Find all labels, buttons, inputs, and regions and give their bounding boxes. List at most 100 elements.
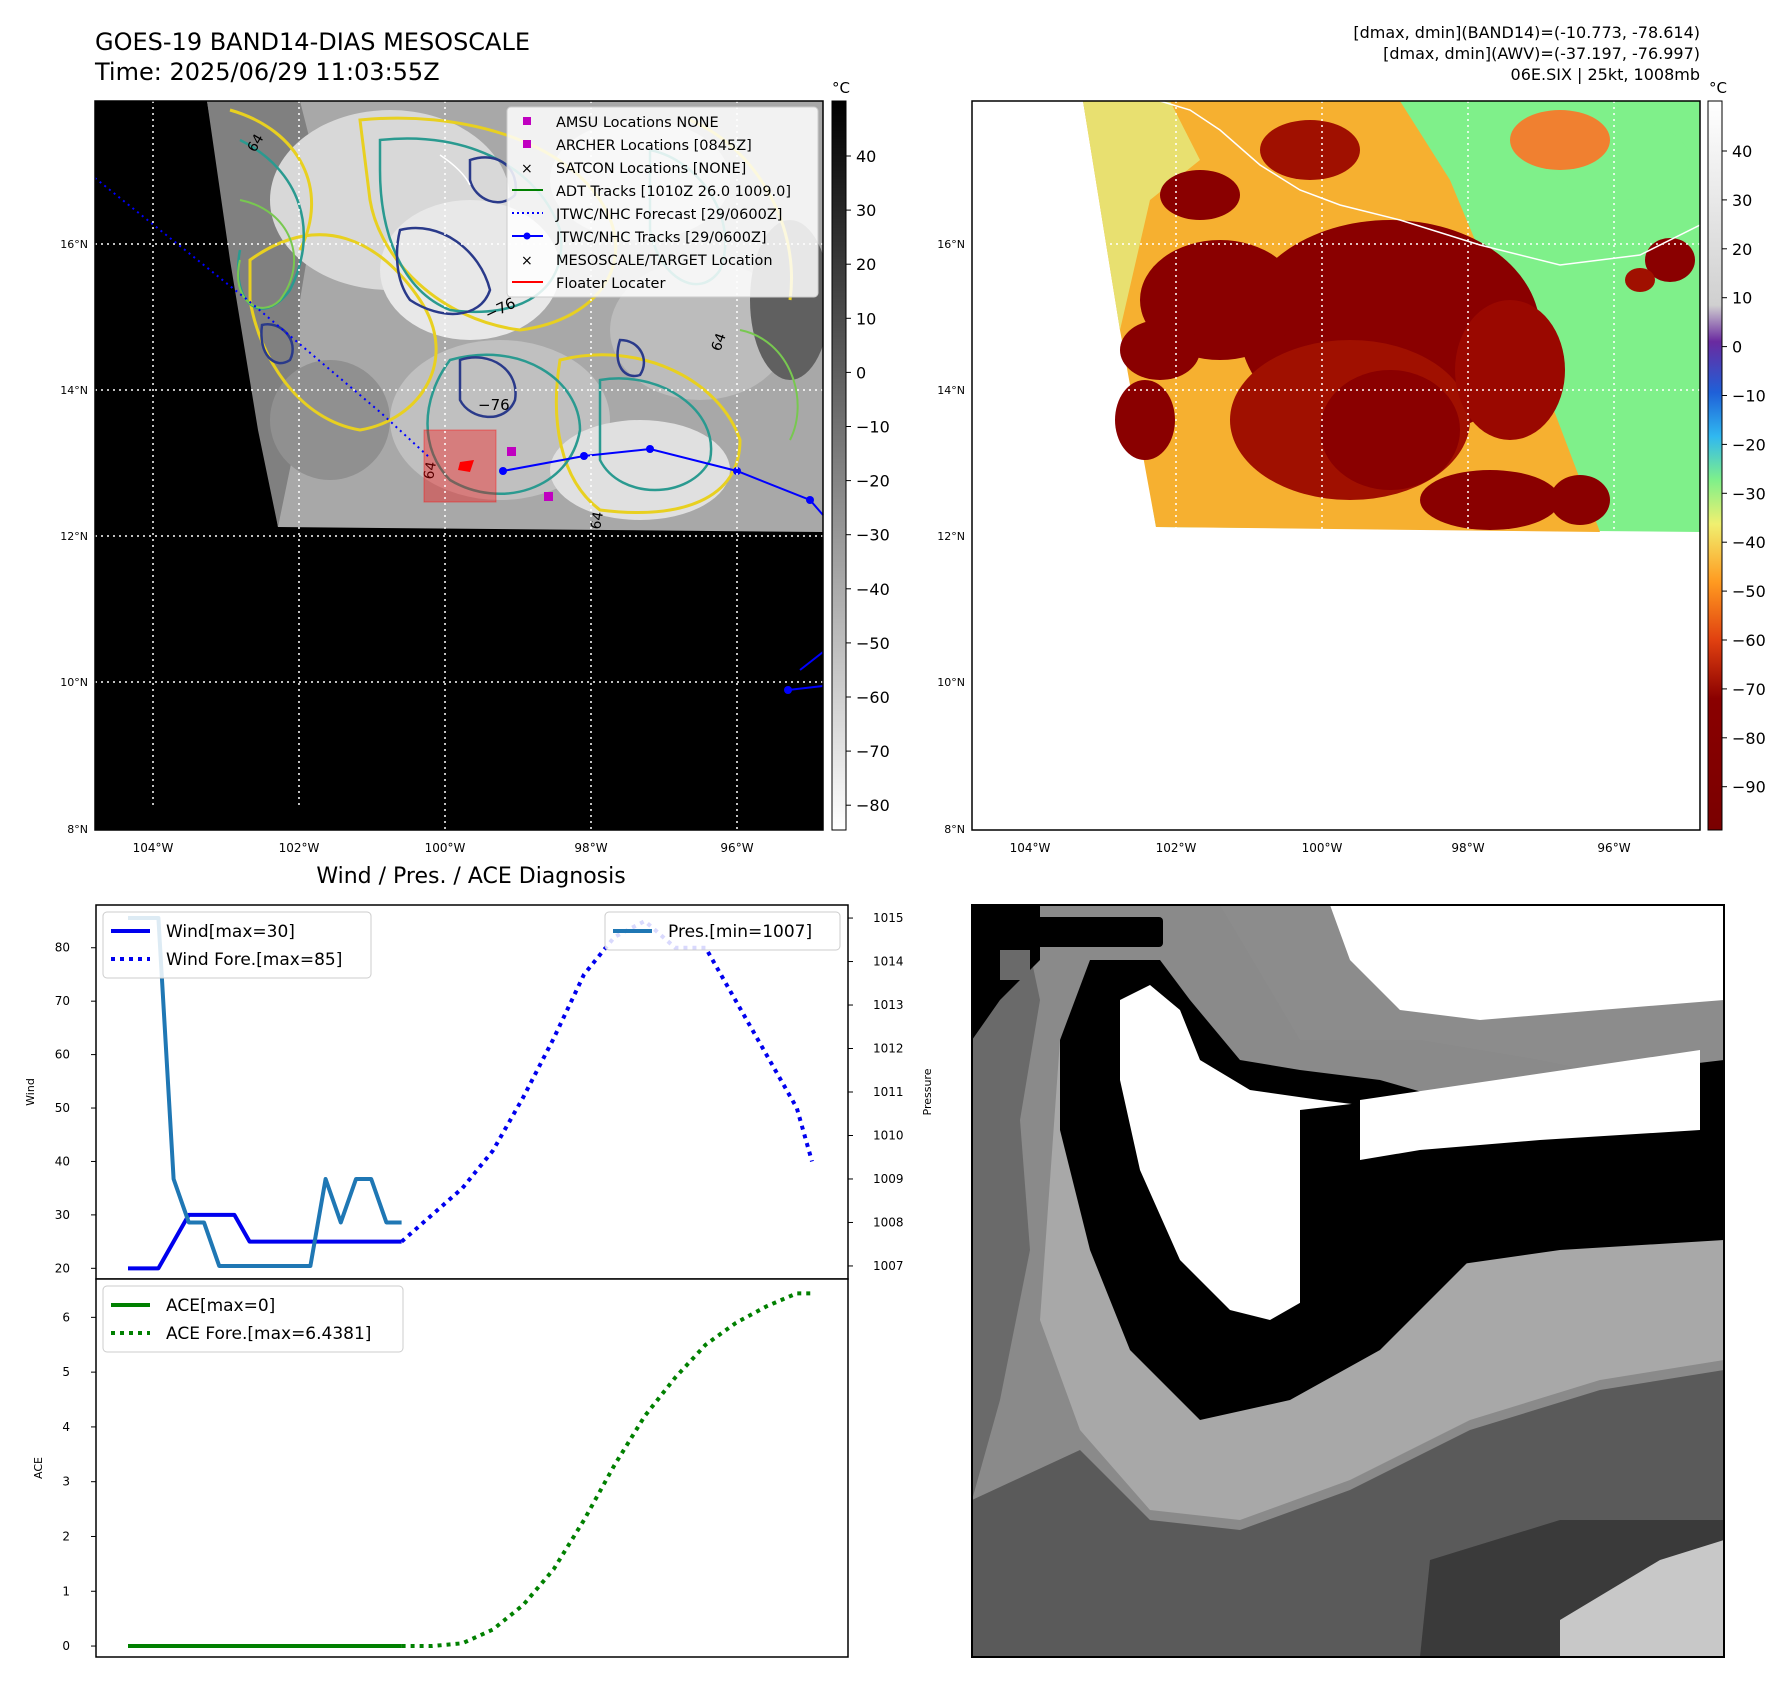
contour-label: 64 bbox=[588, 510, 607, 530]
archer-location-marker bbox=[507, 447, 516, 456]
colorbar-tick-label: −60 bbox=[856, 688, 890, 707]
figure-title: GOES-19 BAND14-DIAS MESOSCALE bbox=[95, 28, 530, 56]
colorbar-tick-label: 10 bbox=[856, 309, 876, 328]
lon-label: 100°W bbox=[425, 841, 466, 855]
pressure-tick-label: 1007 bbox=[873, 1259, 904, 1273]
legend-label: SATCON Locations [NONE] bbox=[556, 161, 746, 177]
pressure-tick-label: 1012 bbox=[873, 1042, 904, 1056]
jtwc-nhc-track-line-2 bbox=[787, 685, 824, 691]
legend-label: Wind[max=30] bbox=[166, 922, 295, 942]
ir-map-axes: 16°N 14°N 12°N 10°N 8°N 104°W 102°W 100°… bbox=[60, 238, 753, 855]
colorbar-tick-label: −20 bbox=[1732, 435, 1766, 454]
wmg-frame bbox=[971, 904, 1725, 1658]
colorbar-tick-label: −70 bbox=[856, 742, 890, 761]
contour-label: 64 bbox=[709, 331, 730, 353]
colorbar-tick-label: −80 bbox=[1732, 729, 1766, 748]
ace-tick-label: 1 bbox=[62, 1584, 70, 1598]
wind-tick-label: 40 bbox=[55, 1154, 70, 1168]
lat-label: 12°N bbox=[60, 530, 88, 543]
ace-tick-label: 4 bbox=[62, 1420, 70, 1434]
contour-label: −76 bbox=[478, 396, 510, 414]
track-point bbox=[499, 467, 507, 475]
track-point bbox=[733, 467, 741, 475]
pressure-tick-label: 1013 bbox=[873, 998, 904, 1012]
lon-label: 104°W bbox=[1010, 841, 1051, 855]
diagnosis-chart-title: Wind / Pres. / ACE Diagnosis bbox=[316, 864, 625, 889]
legend-x-marker: × bbox=[521, 161, 533, 177]
wind-legend-box bbox=[102, 911, 372, 979]
ir-colorbar: °C 40 30 20 10 0 −10 −20 −30 −40 −50 −60 −70 −80 bbox=[831, 79, 890, 831]
lat-label: 14°N bbox=[937, 384, 965, 397]
dmax-band14-info: [dmax, dmin](BAND14)=(-10.773, -78.614) bbox=[1353, 23, 1700, 42]
lon-label: 96°W bbox=[1597, 841, 1630, 855]
legend-label: ARCHER Locations [0845Z] bbox=[556, 138, 752, 154]
coastline bbox=[1159, 101, 1700, 266]
lat-label: 12°N bbox=[937, 530, 965, 543]
lat-label: 16°N bbox=[937, 238, 965, 251]
colorbar-tick-label: −10 bbox=[1732, 387, 1766, 406]
legend-label: ADT Tracks [1010Z 26.0 1009.0] bbox=[556, 184, 791, 200]
colorbar-tick-label: −20 bbox=[856, 472, 890, 491]
track-point bbox=[580, 452, 588, 460]
wv-colorbar: °C 40 30 20 10 0 −10 −20 −30 −40 −50 −60 −70 −80 −90 bbox=[1707, 79, 1766, 831]
contour-label: 64 bbox=[245, 131, 268, 155]
colorbar-tick-label: −40 bbox=[856, 580, 890, 599]
colorbar-tick-label: −80 bbox=[856, 796, 890, 815]
wmg-count-label: WMG Count: 0 bbox=[991, 922, 1144, 944]
pressure-tick-label: 1014 bbox=[873, 955, 904, 969]
colorbar-tick-label: 0 bbox=[1732, 338, 1742, 357]
legend-label: Wind Fore.[max=85] bbox=[166, 950, 342, 970]
pressure-tick-label: 1010 bbox=[873, 1128, 904, 1142]
colorbar-tick-label: 20 bbox=[1732, 240, 1752, 259]
legend-label: JTWC/NHC Forecast [29/0600Z] bbox=[555, 207, 782, 223]
pressure-tick-label: 1009 bbox=[873, 1172, 904, 1186]
wind-y-ticks: 20 30 40 50 60 70 80 bbox=[55, 941, 96, 1275]
ace-tick-label: 5 bbox=[62, 1365, 70, 1379]
ir-colorbar-unit: °C bbox=[832, 79, 850, 97]
archer-location-marker bbox=[544, 492, 553, 501]
colorbar-tick-label: −90 bbox=[1732, 778, 1766, 797]
legend-label: Pres.[min=1007] bbox=[668, 922, 812, 942]
colorbar-tick-label: 30 bbox=[1732, 191, 1752, 210]
lat-label: 14°N bbox=[60, 384, 88, 397]
colorbar-tick-label: −50 bbox=[1732, 582, 1766, 601]
colorbar-tick-label: 0 bbox=[856, 363, 866, 382]
wind-tick-label: 60 bbox=[55, 1048, 70, 1062]
ace-tick-label: 3 bbox=[62, 1475, 70, 1489]
wind-series-group bbox=[128, 916, 814, 1271]
lon-label: 98°W bbox=[1451, 841, 1484, 855]
wind-tick-label: 70 bbox=[55, 994, 70, 1008]
legend-label: Floater Locater bbox=[556, 276, 665, 292]
jtwc-nhc-forecast-line bbox=[94, 177, 431, 459]
legend-box bbox=[506, 106, 819, 298]
lat-label: 8°N bbox=[944, 823, 965, 836]
dmax-awv-info: [dmax, dmin](AWV)=(-37.197, -76.997) bbox=[1383, 44, 1700, 63]
wind-tick-label: 80 bbox=[55, 941, 70, 955]
colorbar-tick-label: −10 bbox=[856, 418, 890, 437]
series-line-pres-min-1007- bbox=[128, 916, 402, 1268]
wind-tick-label: 20 bbox=[55, 1261, 70, 1275]
jtwc-nhc-track-line-3 bbox=[799, 651, 824, 671]
figure-time: Time: 2025/06/29 11:03:55Z bbox=[94, 58, 440, 86]
contour-label: 64 bbox=[421, 460, 440, 480]
colorbar-tick-label: −40 bbox=[1732, 533, 1766, 552]
pressure-axis-label: Pressure bbox=[921, 1068, 934, 1115]
pressure-tick-label: 1015 bbox=[873, 911, 904, 925]
wv-colorbar-ticks: 40 30 20 10 0 −10 −20 −30 −40 −50 −60 −70 −80 −90 bbox=[1722, 142, 1766, 797]
pressure-legend-box bbox=[604, 911, 841, 951]
ace-tick-label: 6 bbox=[62, 1310, 70, 1324]
legend-label: AMSU Locations NONE bbox=[556, 115, 719, 131]
wmg-count-box bbox=[983, 917, 1163, 947]
wv-colorbar-gradient bbox=[1707, 100, 1723, 831]
wind-tick-label: 30 bbox=[55, 1208, 70, 1222]
wv-gridlines bbox=[972, 101, 1700, 830]
colorbar-tick-label: 10 bbox=[1732, 289, 1752, 308]
ace-tick-label: 2 bbox=[62, 1529, 70, 1543]
colorbar-tick-label: −30 bbox=[1732, 484, 1766, 503]
legend-x-marker: × bbox=[521, 253, 533, 269]
ir-colorbar-ticks: 40 30 20 10 0 −10 −20 −30 −40 −50 −60 −70 −80 bbox=[846, 147, 890, 815]
lon-label: 102°W bbox=[279, 841, 320, 855]
wmg-imagery bbox=[972, 905, 1724, 1657]
ir-colorbar-gradient bbox=[831, 100, 847, 831]
